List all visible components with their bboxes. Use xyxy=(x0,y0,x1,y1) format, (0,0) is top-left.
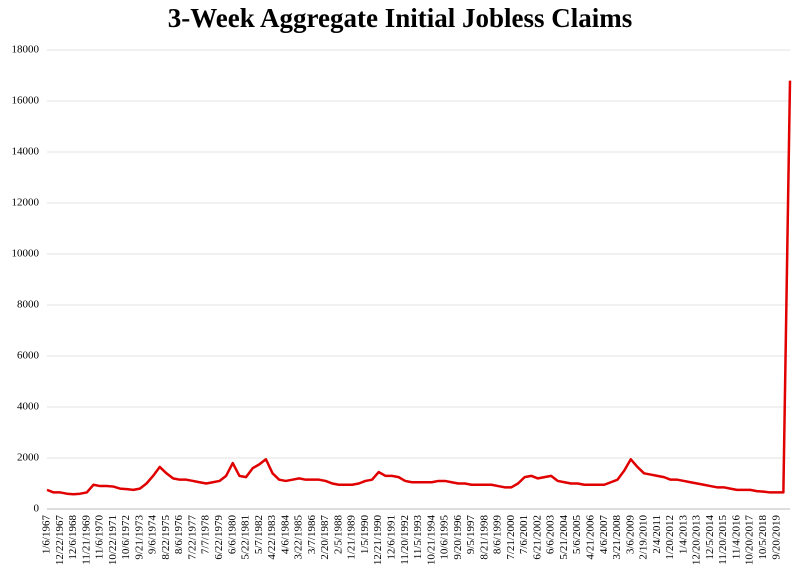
x-tick-label: 1/21/1989 xyxy=(346,515,358,560)
y-tick-label: 10000 xyxy=(12,248,40,260)
x-tick-label: 4/6/2007 xyxy=(598,515,610,555)
x-tick-label: 12/20/2013 xyxy=(691,515,703,566)
x-tick-label: 6/6/1980 xyxy=(226,515,238,555)
x-tick-label: 3/22/1985 xyxy=(293,515,305,560)
x-tick-label: 7/22/1977 xyxy=(186,515,198,560)
x-tick-label: 8/6/1999 xyxy=(492,515,504,555)
x-tick-label: 9/20/1996 xyxy=(452,515,464,560)
y-tick-label: 2000 xyxy=(17,452,40,464)
y-tick-label: 14000 xyxy=(12,146,40,158)
y-tick-label: 18000 xyxy=(12,44,40,56)
x-tick-label: 11/6/1970 xyxy=(94,515,106,560)
x-tick-label: 9/5/1997 xyxy=(465,515,477,555)
x-tick-label: 6/21/2002 xyxy=(531,515,543,560)
x-tick-label: 10/6/1972 xyxy=(120,515,132,560)
x-tick-label: 2/5/1988 xyxy=(332,515,344,555)
x-tick-label: 5/7/1982 xyxy=(253,515,265,554)
y-tick-label: 6000 xyxy=(17,350,40,362)
x-tick-label: 3/7/1986 xyxy=(306,515,318,555)
x-tick-label: 10/22/1971 xyxy=(107,515,119,565)
x-tick-label: 12/5/2014 xyxy=(704,515,716,560)
x-tick-label: 6/22/1979 xyxy=(213,515,225,560)
x-tick-label: 7/7/1978 xyxy=(200,515,212,555)
x-tick-label: 12/6/1968 xyxy=(67,515,79,560)
x-tick-label: 11/5/1993 xyxy=(412,515,424,560)
x-tick-label: 2/4/2011 xyxy=(651,515,663,554)
x-tick-label: 10/6/1995 xyxy=(439,515,451,560)
x-tick-label: 10/21/1994 xyxy=(425,515,437,566)
x-tick-label: 2/19/2010 xyxy=(638,515,650,560)
x-tick-label: 5/21/2004 xyxy=(558,515,570,560)
x-tick-label: 12/6/1991 xyxy=(385,515,397,560)
x-tick-label: 8/22/1975 xyxy=(160,515,172,560)
x-tick-label: 8/6/1976 xyxy=(173,515,185,555)
x-tick-label: 9/20/2019 xyxy=(770,515,782,560)
x-tick-label: 11/4/2016 xyxy=(730,515,742,560)
x-tick-label: 9/6/1974 xyxy=(147,515,159,555)
x-tick-label: 12/22/1967 xyxy=(54,515,66,566)
x-tick-label: 1/4/2013 xyxy=(677,515,689,555)
chart-title: 3-Week Aggregate Initial Jobless Claims xyxy=(168,3,632,33)
y-tick-label: 8000 xyxy=(17,299,40,311)
x-tick-label: 10/5/2018 xyxy=(757,515,769,560)
x-tick-label: 3/6/2009 xyxy=(624,515,636,555)
x-tick-label: 7/6/2001 xyxy=(518,515,530,554)
x-tick-label: 6/6/2003 xyxy=(545,515,557,555)
x-tick-label: 11/20/1992 xyxy=(399,515,411,565)
x-tick-label: 1/5/1990 xyxy=(359,515,371,555)
y-tick-label: 12000 xyxy=(12,197,40,209)
x-tick-label: 4/22/1983 xyxy=(266,515,278,560)
x-tick-label: 2/20/1987 xyxy=(319,515,331,560)
x-tick-label: 12/21/1990 xyxy=(372,515,384,566)
y-tick-label: 4000 xyxy=(17,401,40,413)
y-tick-label: 16000 xyxy=(12,95,40,107)
x-tick-label: 10/20/2017 xyxy=(744,515,756,566)
x-tick-label: 11/21/1969 xyxy=(80,515,92,565)
x-tick-label: 4/6/1984 xyxy=(279,515,291,555)
x-tick-label: 5/6/2005 xyxy=(571,515,583,555)
x-tick-label: 1/20/2012 xyxy=(664,515,676,560)
x-tick-label: 9/21/1973 xyxy=(133,515,145,560)
data-line xyxy=(46,80,792,496)
x-tick-label: 7/21/2000 xyxy=(505,515,517,560)
x-tick-label: 11/20/2015 xyxy=(717,515,729,565)
x-tick-label: 4/21/2006 xyxy=(585,515,597,560)
x-tick-label: 8/21/1998 xyxy=(478,515,490,560)
y-tick-label: 0 xyxy=(34,503,40,515)
x-tick-label: 5/22/1981 xyxy=(240,515,252,560)
x-tick-label: 3/21/2008 xyxy=(611,515,623,560)
x-tick-label: 1/6/1967 xyxy=(41,515,53,555)
